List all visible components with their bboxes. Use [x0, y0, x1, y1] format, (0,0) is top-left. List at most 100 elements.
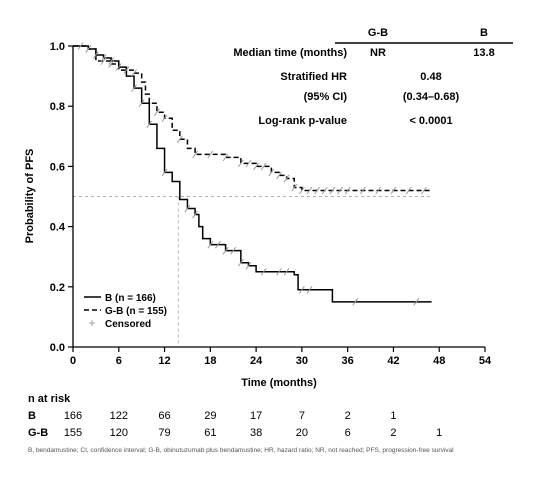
censor-mark — [260, 267, 267, 276]
censor-mark — [77, 42, 84, 50]
censor-mark — [260, 162, 267, 171]
censor-mark — [344, 186, 351, 195]
censor-mark — [245, 159, 252, 168]
stats-row-median-gb: NR — [370, 47, 386, 59]
y-tick-label: 1.0 — [50, 41, 65, 53]
censor-mark — [192, 150, 198, 159]
stats-header-gb: G-B — [368, 27, 388, 39]
censor-mark — [108, 57, 115, 65]
risk-table-values: 166 122 66 29 17 7 2 1 155 120 79 61 38 20 6 2 1 — [64, 410, 442, 439]
risk-value: 122 — [110, 410, 128, 422]
censor-mark — [314, 186, 321, 195]
x-tick-label: 18 — [204, 355, 216, 367]
reference-lines — [73, 196, 432, 347]
y-tick-label: 0.0 — [50, 342, 65, 354]
censor-mark — [268, 168, 275, 177]
x-tick-label: 12 — [158, 355, 170, 367]
x-tick-label: 54 — [479, 355, 492, 367]
censor-mark — [138, 99, 145, 107]
censor-mark — [352, 298, 359, 306]
x-tick-label: 24 — [250, 355, 263, 367]
risk-value: 155 — [64, 427, 82, 439]
censor-mark — [291, 183, 298, 192]
censor-mark — [237, 159, 244, 168]
x-axis-title: Time (months) — [241, 377, 317, 389]
censor-mark — [85, 45, 92, 53]
censor-mark — [245, 261, 252, 270]
censor-mark — [230, 246, 237, 255]
censor-mark — [421, 186, 427, 195]
legend-label-censored: Censored — [105, 319, 151, 330]
y-tick-label: 0.8 — [50, 101, 65, 113]
stats-row-hr-label: Stratified HR — [280, 71, 347, 83]
risk-value: 166 — [64, 410, 82, 422]
x-tick-label: 36 — [342, 355, 354, 367]
risk-value: 6 — [345, 427, 351, 439]
risk-value: 120 — [110, 427, 128, 439]
risk-row-label-b: B — [28, 410, 36, 422]
censor-mark — [253, 162, 260, 171]
censor-mark — [161, 114, 168, 123]
stats-row-median-label: Median time (months) — [233, 47, 347, 59]
censor-mark — [321, 186, 328, 195]
censor-mark — [222, 246, 229, 255]
censor-mark — [276, 267, 282, 276]
risk-value: 2 — [345, 410, 351, 422]
censor-mark — [92, 51, 99, 59]
y-axis-title: Probability of PFS — [24, 149, 36, 244]
censor-mark — [131, 84, 137, 92]
censor-mark — [337, 186, 343, 195]
y-tick-label: 0.4 — [50, 222, 66, 234]
censor-mark — [329, 186, 336, 195]
risk-value: 17 — [250, 410, 262, 422]
censor-mark — [298, 186, 305, 195]
stats-row-hr-value: 0.48 — [420, 71, 441, 83]
legend-censor-symbol: + — [88, 316, 95, 330]
legend: B (n = 166) G-B (n = 155) + Censored — [84, 293, 167, 330]
footnote: B, bendamustine; CI, confidence interval… — [28, 447, 454, 454]
risk-table-title: n at risk — [28, 393, 71, 405]
stats-row-pvalue-label: Log-rank p-value — [258, 115, 347, 127]
censor-mark — [222, 153, 229, 162]
censor-mark — [298, 286, 305, 294]
risk-value: 7 — [299, 410, 305, 422]
censor-mark — [306, 286, 313, 294]
censor-mark — [306, 186, 313, 195]
censor-mark — [100, 57, 107, 65]
censor-mark — [237, 258, 244, 267]
stats-row-ci-value: (0.34–0.68) — [403, 91, 460, 103]
x-tick-label: 6 — [116, 355, 122, 367]
risk-value: 20 — [296, 427, 308, 439]
censor-mark — [375, 186, 382, 195]
censor-mark — [215, 240, 221, 249]
censor-mark — [176, 135, 183, 144]
censor-mark — [413, 298, 420, 306]
censor-mark — [146, 120, 153, 129]
stats-row-ci-label: (95% CI) — [304, 91, 348, 103]
risk-row-label-gb: G-B — [28, 427, 48, 439]
risk-value: 61 — [204, 427, 216, 439]
risk-value: 1 — [390, 410, 396, 422]
censor-mark — [405, 186, 412, 195]
censor-mark — [283, 267, 290, 276]
censor-mark — [184, 204, 191, 213]
legend-label-gb: G-B (n = 155) — [105, 306, 167, 317]
legend-label-b: B (n = 166) — [105, 293, 156, 304]
y-tick-label: 0.2 — [50, 282, 65, 294]
survival-curves — [73, 45, 432, 303]
censor-mark — [115, 63, 122, 71]
axes: 0 6 12 18 24 30 36 42 48 54 0.0 0.2 0.4 0.6 0.8 1.0 — [50, 41, 492, 367]
risk-value: 66 — [158, 410, 170, 422]
censor-mark — [131, 69, 137, 77]
stats-table: G-B B Median time (months) NR 13.8 Strat… — [233, 27, 513, 127]
censor-mark — [108, 60, 115, 68]
censor-mark — [192, 210, 198, 219]
x-tick-label: 30 — [296, 355, 308, 367]
censor-mark — [100, 54, 107, 62]
censor-mark — [161, 168, 168, 177]
censor-mark — [154, 108, 160, 117]
stats-row-median-b: 13.8 — [473, 47, 494, 59]
x-tick-label: 42 — [387, 355, 399, 367]
